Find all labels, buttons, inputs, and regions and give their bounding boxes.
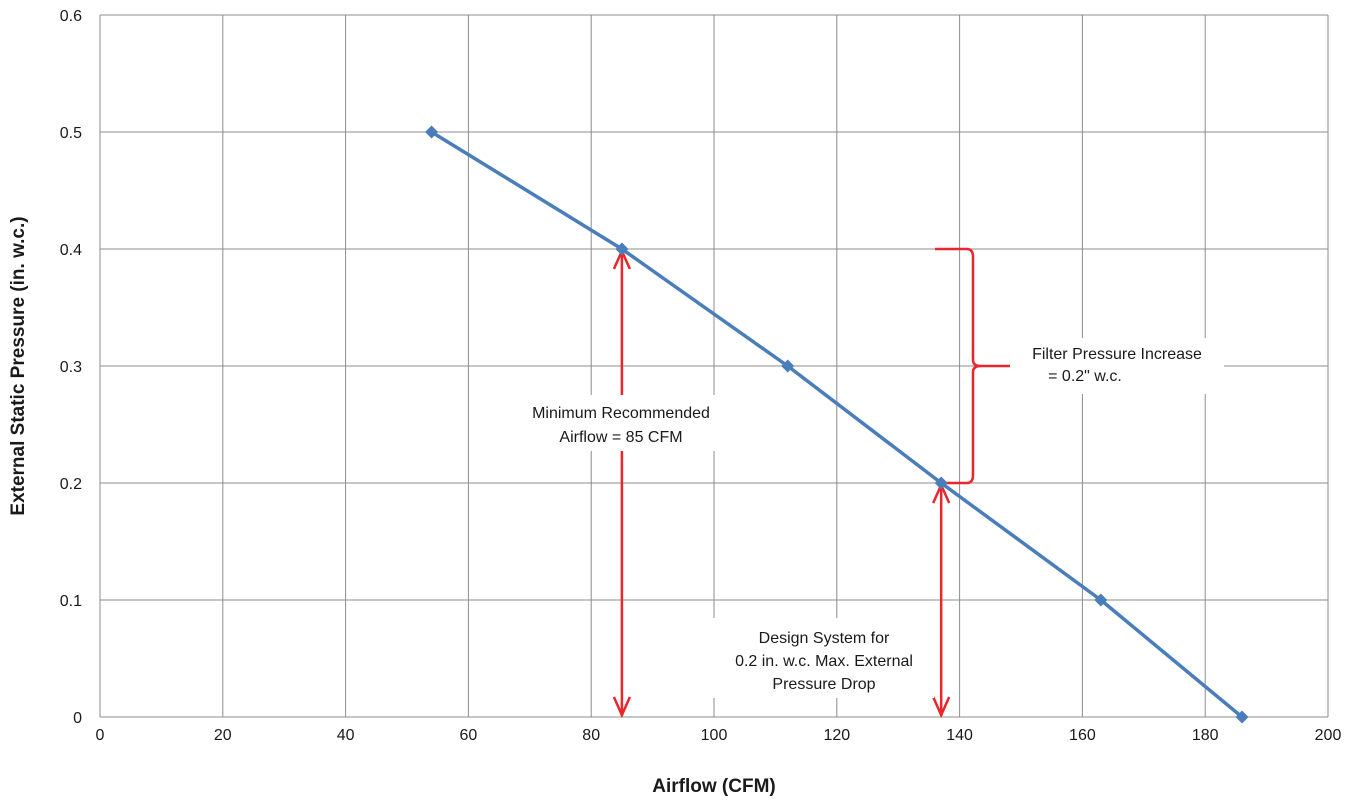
- filter-label-line1: Filter Pressure Increase: [1032, 346, 1202, 363]
- y-axis-title: External Static Pressure (in. w.c.): [8, 216, 29, 515]
- data-point-marker: [615, 242, 629, 256]
- y-tick-label: 0: [73, 710, 82, 727]
- filter-label-bg: [1010, 338, 1224, 394]
- x-axis-title: Airflow (CFM): [652, 776, 775, 797]
- x-tick-label: 200: [1315, 727, 1342, 744]
- x-tick-label: 100: [701, 727, 728, 744]
- data-point-marker: [1235, 710, 1249, 724]
- x-tick-label: 160: [1069, 727, 1096, 744]
- y-tick-label: 0.4: [60, 242, 82, 259]
- design-system-label: Pressure Drop: [772, 676, 875, 693]
- series-line: [430, 130, 1244, 719]
- data-point-marker: [1094, 593, 1108, 607]
- min-airflow-label: Airflow = 85 CFM: [559, 429, 682, 446]
- y-tick-labels: 0 0.1 0.2 0.3 0.4 0.5 0.6: [60, 8, 82, 727]
- y-tick-label: 0.3: [60, 359, 82, 376]
- arrow-head-bottom: [932, 696, 951, 719]
- filter-label-line2: = 0.2" w.c.: [1048, 368, 1122, 385]
- design-system-label: Design System for: [759, 630, 890, 647]
- arrow-head-bottom: [612, 696, 632, 719]
- design-system-label-bg: [712, 618, 934, 698]
- y-tick-label: 0.6: [60, 8, 82, 25]
- y-tick-label: 0.5: [60, 125, 82, 142]
- x-tick-labels: 0 20 40 60 80 100 120 140 160 180 200: [96, 727, 1342, 744]
- x-tick-label: 140: [946, 727, 973, 744]
- filter-pressure-brace: [935, 247, 1010, 485]
- series-layer: [425, 125, 1249, 724]
- x-tick-label: 180: [1192, 727, 1219, 744]
- x-tick-label: 120: [823, 727, 850, 744]
- min-airflow-label-bg: [497, 395, 745, 451]
- data-point-marker: [781, 359, 795, 373]
- x-tick-label: 60: [460, 727, 478, 744]
- min-airflow-label: Minimum Recommended: [532, 405, 710, 422]
- x-tick-label: 20: [214, 727, 232, 744]
- y-tick-label: 0.1: [60, 593, 82, 610]
- annotations: Minimum Recommended Airflow = 85 CFM Desig…: [497, 247, 1224, 719]
- design-system-label: 0.2 in. w.c. Max. External: [735, 653, 913, 670]
- x-tick-label: 40: [337, 727, 355, 744]
- y-tick-label: 0.2: [60, 476, 82, 493]
- x-tick-label: 0: [96, 727, 105, 744]
- data-point-marker: [934, 476, 948, 490]
- x-tick-label: 80: [582, 727, 600, 744]
- data-point-marker: [425, 125, 439, 139]
- grid: [99, 14, 1329, 718]
